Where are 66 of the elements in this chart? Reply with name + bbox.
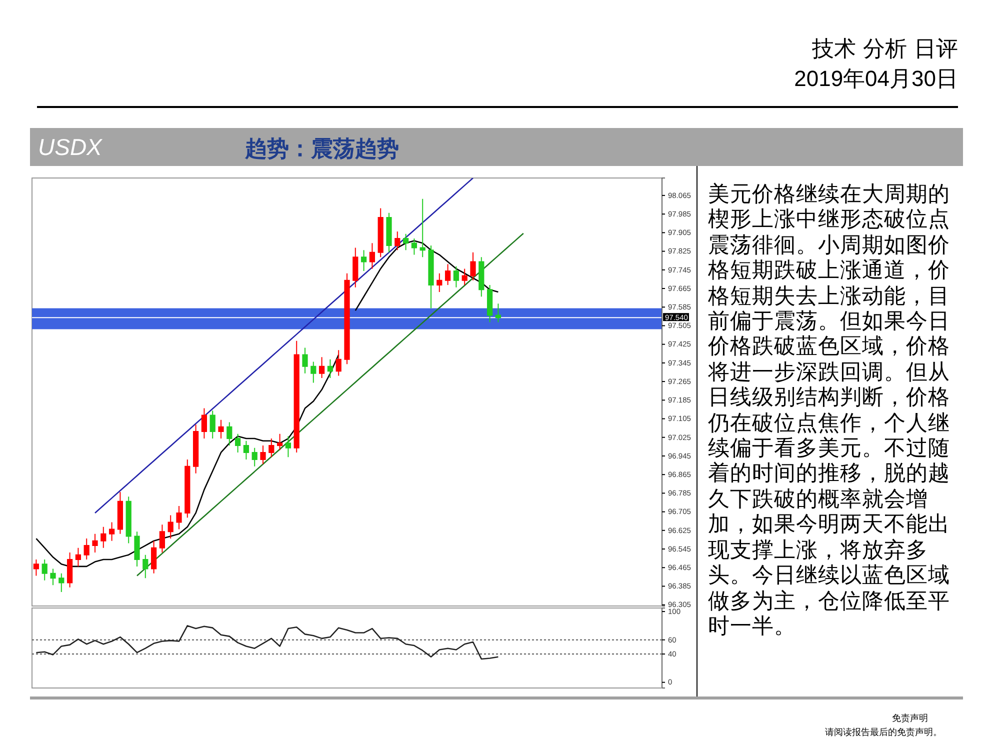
candlestick — [201, 408, 208, 440]
candlestick — [444, 264, 451, 286]
line-series — [36, 625, 499, 660]
text: 2019年04月30日 — [794, 65, 958, 93]
candlestick — [159, 524, 166, 553]
candlestick — [192, 424, 199, 474]
candlestick — [134, 531, 140, 567]
candlestick — [268, 438, 274, 458]
chart-title: USDX — [38, 134, 102, 161]
candlestick — [386, 212, 392, 253]
candlestick — [310, 361, 316, 384]
candlestick — [495, 303, 502, 323]
text: 请阅读报告最后的免责声明。 — [825, 726, 942, 739]
candlestick — [294, 340, 300, 453]
candlestick — [318, 356, 325, 379]
candlestick — [420, 198, 426, 258]
candlestick — [117, 492, 124, 534]
candlestick — [462, 268, 468, 286]
candlestick — [75, 547, 82, 567]
candlestick — [478, 256, 484, 298]
candlestick — [252, 447, 258, 467]
candlestick — [184, 458, 190, 518]
candlestick — [66, 552, 73, 588]
candlestick — [92, 533, 98, 553]
candlestick — [352, 247, 358, 288]
candlestick — [453, 266, 460, 288]
candlestick — [470, 252, 476, 281]
candlestick — [50, 568, 56, 586]
candlestick — [108, 522, 115, 542]
candlestick — [142, 554, 148, 579]
candlestick — [336, 350, 342, 376]
candlestick — [42, 558, 48, 581]
candlestick — [176, 505, 182, 530]
candlestick — [302, 347, 308, 374]
candlestick — [58, 572, 64, 593]
candlestick — [243, 440, 250, 460]
candlestick — [84, 538, 90, 560]
candlestick — [436, 272, 442, 292]
candlestick — [260, 445, 266, 465]
line-series — [94, 178, 474, 514]
candlestick — [150, 540, 157, 574]
candlestick — [486, 284, 493, 323]
chart-subtitle: 趋势：震荡趋势 — [245, 135, 399, 164]
candlestick — [327, 358, 334, 379]
line-series — [136, 232, 524, 576]
candlestick — [276, 433, 283, 451]
candlestick — [168, 514, 174, 540]
candlestick — [411, 238, 418, 256]
candlestick — [369, 242, 376, 270]
candlestick — [360, 250, 367, 272]
candlestick — [126, 496, 132, 544]
candlestick — [344, 272, 350, 365]
text: 技术 分析 日评 — [812, 36, 958, 64]
candlestick — [394, 231, 400, 251]
text: 免责声明 — [892, 712, 928, 725]
candlestick — [218, 419, 224, 440]
candlestick — [378, 208, 384, 258]
candlestick — [428, 244, 434, 309]
candlestick — [226, 422, 232, 446]
candlestick — [402, 233, 409, 251]
candlestick — [234, 433, 241, 453]
candlestick — [210, 410, 216, 440]
candlestick — [33, 558, 40, 576]
candlestick — [285, 436, 292, 458]
text: 美元价格继续在大周期的楔形上涨中继形态破位点震荡徘徊。小周期如图价格短期跌破上涨通道，价格短期失去上涨动能，目前偏于震荡。但如果今日价格跌破蓝色区域，价格将进一步深跌回调。但从日线级别结构判断，价格仍在破位点焦作，个人继续偏于看多美元。不过随着的时间的推移，脱的越久下跌破的概率就会增加，如果今明两天不能出现支撑上涨，将放弃多头。今日继续以蓝色区域做多为主，仓位降低至平时一半。 — [708, 182, 950, 639]
candlestick — [100, 526, 106, 548]
